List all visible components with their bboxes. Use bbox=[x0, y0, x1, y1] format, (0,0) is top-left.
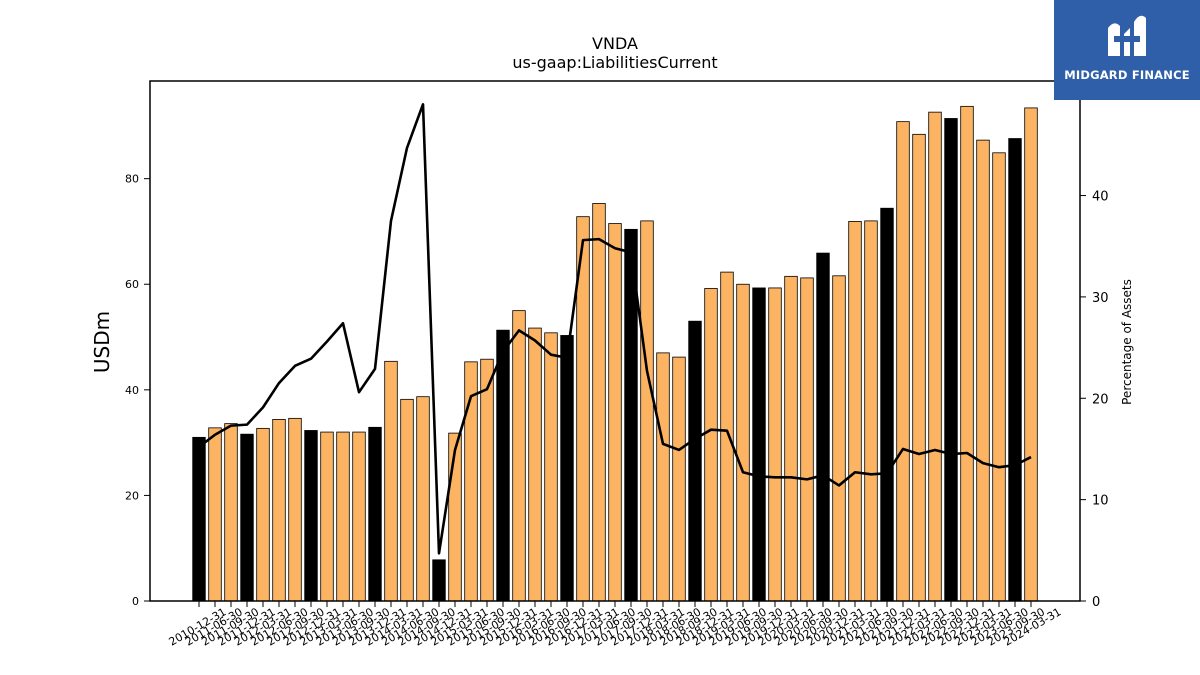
bar bbox=[1008, 138, 1022, 602]
bar bbox=[560, 335, 574, 602]
bar bbox=[288, 417, 302, 602]
bar bbox=[992, 152, 1006, 602]
bar bbox=[864, 220, 878, 602]
bar bbox=[400, 398, 414, 602]
bar bbox=[784, 275, 798, 602]
bar bbox=[272, 418, 286, 602]
y-tick-label: 20 bbox=[125, 489, 139, 502]
bar bbox=[352, 431, 366, 602]
bar bbox=[592, 203, 606, 602]
bar bbox=[976, 139, 990, 602]
line-series bbox=[198, 103, 1032, 555]
y2-tick-label: 20 bbox=[1092, 392, 1109, 407]
bar bbox=[432, 559, 446, 602]
bar bbox=[496, 329, 510, 602]
bar bbox=[752, 287, 766, 602]
bar bbox=[688, 320, 702, 602]
bar bbox=[512, 310, 526, 602]
bar bbox=[336, 431, 350, 602]
bar bbox=[544, 332, 558, 602]
bar bbox=[672, 356, 686, 602]
y-tick-label: 60 bbox=[125, 278, 139, 291]
bar bbox=[800, 277, 814, 602]
bar bbox=[480, 358, 494, 602]
bar bbox=[640, 220, 654, 602]
bar bbox=[880, 207, 894, 602]
bar bbox=[1024, 107, 1038, 602]
bar bbox=[208, 427, 222, 602]
bar bbox=[304, 430, 318, 602]
chart-subtitle: us-gaap:LiabilitiesCurrent bbox=[512, 53, 717, 72]
bar bbox=[224, 423, 238, 602]
y2-axis-label: Percentage of Assets bbox=[1120, 279, 1134, 405]
midgard-finance-logo: MIDGARD FINANCE bbox=[1054, 0, 1200, 100]
bar bbox=[240, 433, 254, 602]
bar bbox=[960, 105, 974, 602]
logo-mark-icon bbox=[1108, 15, 1146, 56]
bar bbox=[896, 121, 910, 602]
y2-tick-label: 0 bbox=[1092, 595, 1100, 610]
bar bbox=[768, 287, 782, 602]
bar bbox=[384, 360, 398, 602]
y2-tick-label: 10 bbox=[1092, 494, 1109, 509]
bar bbox=[256, 427, 270, 602]
bar bbox=[608, 223, 622, 602]
bar bbox=[368, 426, 382, 602]
axes: 0204060800102030402010-12-312011-06-3020… bbox=[125, 80, 1109, 649]
bar bbox=[528, 327, 542, 602]
bar bbox=[720, 271, 734, 602]
bar bbox=[416, 396, 430, 602]
bar-series bbox=[192, 105, 1038, 602]
y2-tick-label: 40 bbox=[1092, 190, 1109, 205]
bar bbox=[832, 275, 846, 602]
line-series-path bbox=[198, 103, 1032, 555]
y2-tick-label: 30 bbox=[1092, 291, 1109, 306]
bar bbox=[656, 352, 670, 602]
y-tick-label: 80 bbox=[125, 173, 139, 186]
bar bbox=[944, 118, 958, 602]
y-axis-label: USDm bbox=[90, 311, 114, 373]
bar bbox=[912, 133, 926, 602]
bar bbox=[848, 221, 862, 602]
bar bbox=[704, 288, 718, 602]
logo-text: MIDGARD FINANCE bbox=[1064, 68, 1190, 82]
bar bbox=[928, 111, 942, 602]
y-tick-label: 0 bbox=[132, 595, 139, 608]
bar bbox=[736, 283, 750, 602]
bar bbox=[192, 436, 206, 602]
chart-title: VNDA bbox=[592, 34, 638, 53]
bar bbox=[816, 252, 830, 602]
y-tick-label: 40 bbox=[125, 384, 139, 397]
bar bbox=[320, 431, 334, 602]
